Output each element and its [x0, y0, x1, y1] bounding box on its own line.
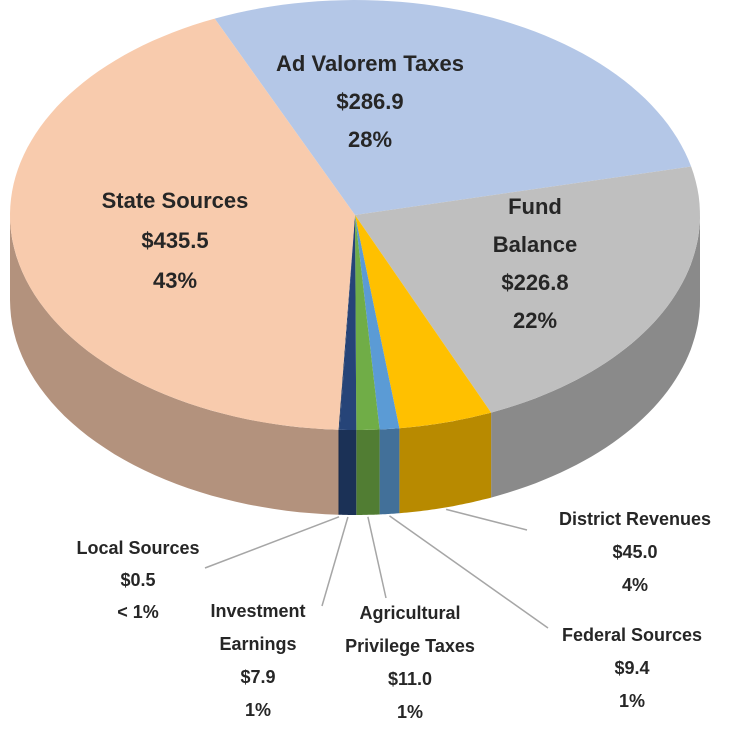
slice-side [339, 429, 357, 515]
category-label: District Revenues [559, 509, 711, 529]
slice-side [338, 429, 340, 515]
percent-label: 4% [622, 575, 648, 595]
slice [214, 0, 692, 215]
percent-label: 28% [348, 127, 392, 152]
leader-line [445, 508, 528, 531]
value-label: $435.5 [141, 228, 208, 253]
slice-side [379, 428, 400, 515]
slice [10, 18, 355, 430]
slice [355, 215, 400, 430]
slice [339, 215, 357, 430]
value-label: $45.0 [612, 542, 657, 562]
value-label: $0.5 [120, 570, 155, 590]
value-label: $9.4 [614, 658, 649, 678]
percent-label: < 1% [117, 602, 159, 622]
value-label: $226.8 [501, 270, 568, 295]
slice [355, 166, 700, 413]
leader-line [367, 516, 387, 599]
slice-side [491, 215, 700, 498]
percent-label: 1% [619, 691, 645, 711]
category-label: Fund Balance [493, 194, 577, 257]
slice-side [356, 429, 380, 515]
category-label: Ad Valorem Taxes [276, 51, 464, 76]
percent-label: 1% [245, 700, 271, 720]
category-label: Agricultural Privilege Taxes [345, 603, 475, 656]
category-label: Local Sources [76, 538, 199, 558]
value-label: $7.9 [240, 667, 275, 687]
leader-line [204, 516, 340, 569]
percent-label: 22% [513, 308, 557, 333]
leader-line [389, 515, 549, 629]
leader-line [321, 516, 349, 607]
slice-side [10, 215, 339, 515]
slice [355, 215, 492, 429]
category-label: Investment Earnings [210, 601, 305, 654]
percent-label: 43% [153, 268, 197, 293]
value-label: $11.0 [388, 669, 432, 689]
value-label: $286.9 [336, 89, 403, 114]
slice-side [399, 412, 492, 514]
category-label: Federal Sources [562, 625, 702, 645]
category-label: State Sources [102, 188, 249, 213]
percent-label: 1% [397, 702, 423, 722]
slice [355, 215, 380, 430]
